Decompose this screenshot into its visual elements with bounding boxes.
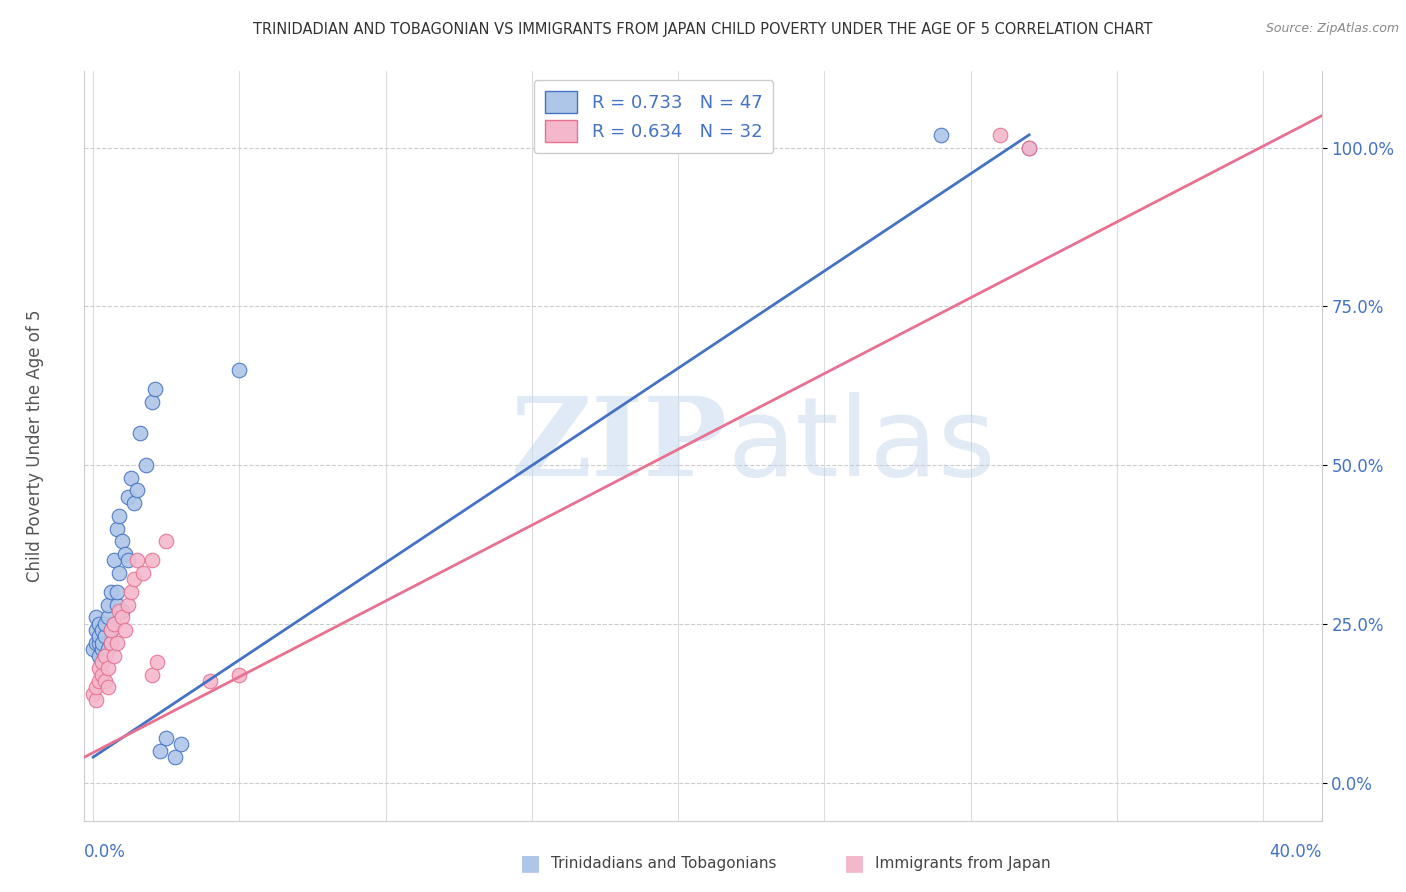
Point bbox=[87, 616, 110, 631]
Point bbox=[155, 731, 177, 745]
Point bbox=[135, 458, 157, 472]
Point bbox=[141, 553, 163, 567]
Point bbox=[100, 623, 122, 637]
Point bbox=[170, 738, 193, 752]
Point bbox=[87, 636, 110, 650]
Point bbox=[108, 508, 131, 523]
Point bbox=[111, 534, 134, 549]
Point bbox=[94, 630, 117, 644]
Text: atlas: atlas bbox=[728, 392, 997, 500]
Text: ■: ■ bbox=[844, 854, 865, 873]
Point bbox=[103, 553, 125, 567]
Point bbox=[90, 623, 112, 637]
Point bbox=[82, 687, 104, 701]
Point bbox=[90, 655, 112, 669]
Point bbox=[87, 661, 110, 675]
Point bbox=[143, 382, 166, 396]
Point bbox=[117, 553, 139, 567]
Point bbox=[117, 598, 139, 612]
Point bbox=[100, 623, 122, 637]
Point bbox=[111, 604, 134, 618]
Point bbox=[84, 623, 107, 637]
Point bbox=[103, 616, 125, 631]
Point bbox=[103, 616, 125, 631]
Legend: R = 0.733   N = 47, R = 0.634   N = 32: R = 0.733 N = 47, R = 0.634 N = 32 bbox=[534, 80, 773, 153]
Point bbox=[105, 522, 128, 536]
Point bbox=[97, 598, 120, 612]
Point bbox=[84, 693, 107, 707]
Point bbox=[149, 744, 172, 758]
Point bbox=[111, 610, 134, 624]
Point bbox=[117, 490, 139, 504]
Point bbox=[132, 566, 155, 580]
Point bbox=[87, 648, 110, 663]
Point bbox=[90, 655, 112, 669]
Text: ZIP: ZIP bbox=[510, 392, 728, 500]
Point bbox=[97, 642, 120, 657]
Point bbox=[120, 585, 142, 599]
Point bbox=[90, 642, 112, 657]
Text: Trinidadians and Tobagonians: Trinidadians and Tobagonians bbox=[551, 856, 776, 871]
Point bbox=[94, 648, 117, 663]
Point bbox=[108, 566, 131, 580]
Point bbox=[114, 547, 136, 561]
Point bbox=[84, 636, 107, 650]
Point bbox=[988, 128, 1011, 142]
Point bbox=[125, 483, 148, 498]
Point bbox=[94, 648, 117, 663]
Point bbox=[120, 471, 142, 485]
Text: Child Poverty Under the Age of 5: Child Poverty Under the Age of 5 bbox=[27, 310, 44, 582]
Point bbox=[82, 642, 104, 657]
Point bbox=[97, 610, 120, 624]
Text: ■: ■ bbox=[520, 854, 541, 873]
Text: Immigrants from Japan: Immigrants from Japan bbox=[875, 856, 1050, 871]
Point bbox=[87, 630, 110, 644]
Point bbox=[87, 673, 110, 688]
Point bbox=[228, 363, 250, 377]
Point bbox=[97, 681, 120, 695]
Point bbox=[228, 667, 250, 681]
Text: TRINIDADIAN AND TOBAGONIAN VS IMMIGRANTS FROM JAPAN CHILD POVERTY UNDER THE AGE : TRINIDADIAN AND TOBAGONIAN VS IMMIGRANTS… bbox=[253, 22, 1153, 37]
Text: 40.0%: 40.0% bbox=[1270, 843, 1322, 861]
Text: Source: ZipAtlas.com: Source: ZipAtlas.com bbox=[1265, 22, 1399, 36]
Point bbox=[122, 572, 145, 586]
Point bbox=[103, 648, 125, 663]
Point bbox=[108, 604, 131, 618]
Point bbox=[931, 128, 953, 142]
Point bbox=[94, 616, 117, 631]
Point bbox=[122, 496, 145, 510]
Point bbox=[105, 636, 128, 650]
Point bbox=[90, 636, 112, 650]
Point bbox=[105, 598, 128, 612]
Point bbox=[114, 623, 136, 637]
Point bbox=[198, 673, 221, 688]
Point bbox=[84, 610, 107, 624]
Point bbox=[105, 585, 128, 599]
Point bbox=[90, 667, 112, 681]
Point bbox=[100, 636, 122, 650]
Point bbox=[146, 655, 169, 669]
Point bbox=[100, 636, 122, 650]
Text: 0.0%: 0.0% bbox=[84, 843, 127, 861]
Point bbox=[94, 673, 117, 688]
Point bbox=[141, 394, 163, 409]
Point bbox=[125, 553, 148, 567]
Point bbox=[97, 661, 120, 675]
Point bbox=[100, 585, 122, 599]
Point bbox=[129, 426, 152, 441]
Point bbox=[1018, 140, 1040, 154]
Point bbox=[163, 750, 186, 764]
Point bbox=[155, 534, 177, 549]
Point bbox=[1018, 140, 1040, 154]
Point bbox=[84, 681, 107, 695]
Point bbox=[141, 667, 163, 681]
